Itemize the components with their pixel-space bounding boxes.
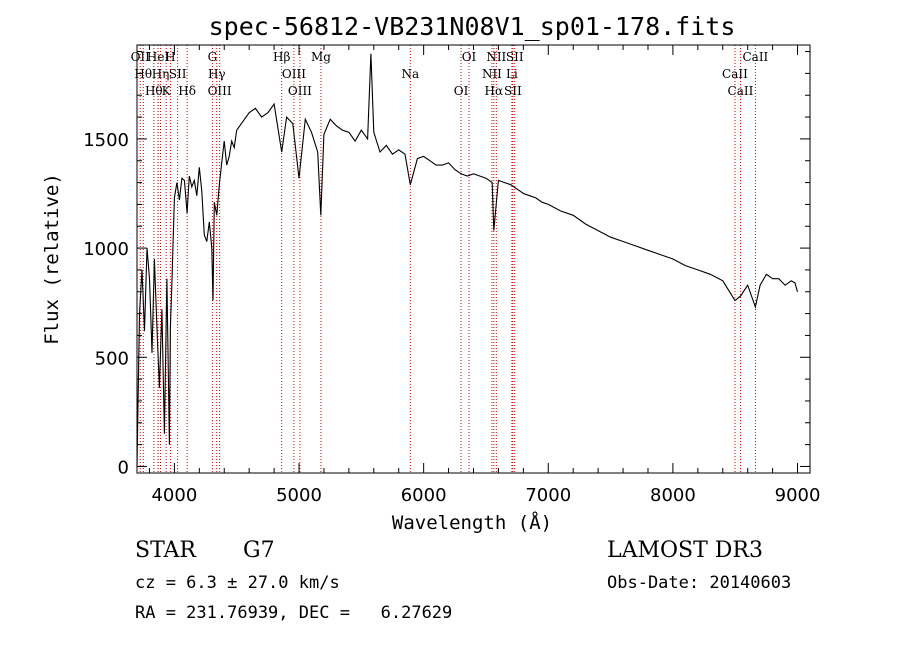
line-label: Hθ xyxy=(145,84,163,98)
y-tick-label: 500 xyxy=(95,348,129,369)
line-label: Hγ xyxy=(208,67,226,81)
line-label: Mg xyxy=(311,50,331,64)
line-label: Hδ xyxy=(178,84,196,98)
x-axis-label: Wavelength (Å) xyxy=(392,511,552,534)
line-label: OII xyxy=(131,50,151,64)
x-tick-label: 9000 xyxy=(775,485,821,506)
survey-name: LAMOST DR3 xyxy=(607,538,763,563)
line-label: Hη xyxy=(152,67,170,81)
line-label: NII xyxy=(482,67,502,81)
redshift-text: cz = 6.3 ± 27.0 km/s xyxy=(135,573,340,593)
line-label: H xyxy=(165,50,175,64)
x-tick-label: 8000 xyxy=(650,485,696,506)
line-label: OIII xyxy=(282,67,306,81)
coordinates-text: RA = 231.76939, DEC = 6.27629 xyxy=(135,603,453,623)
line-label: CaII xyxy=(742,50,768,64)
chart-title: spec-56812-VB231N08V1_sp01-178.fits xyxy=(209,12,736,41)
line-label: Li xyxy=(506,67,518,81)
x-tick-label: 4000 xyxy=(151,485,197,506)
line-label: SII xyxy=(169,67,187,81)
line-label: OIII xyxy=(208,84,232,98)
line-label: OI xyxy=(462,50,477,64)
spectrum-line xyxy=(136,53,799,467)
x-tick-label: 5000 xyxy=(276,485,322,506)
line-label: Hθ xyxy=(134,67,152,81)
line-label: NII xyxy=(486,50,506,64)
line-label: Hβ xyxy=(273,50,290,64)
line-label: Na xyxy=(401,67,419,81)
line-label: G xyxy=(208,50,218,64)
subclass: G7 xyxy=(243,538,275,563)
line-labels: OII Hθ Hθ HeI Hη K H SII Hδ G Hγ OIII Hβ OIII OIII Mg Na… xyxy=(131,50,769,98)
y-axis-label: Flux (relative) xyxy=(41,173,63,345)
line-label: K xyxy=(162,84,172,98)
y-axis-ticks: 0 500 1000 1500 xyxy=(83,51,810,478)
x-axis-ticks: 4000 5000 6000 7000 8000 9000 xyxy=(148,45,821,506)
line-label: OIII xyxy=(288,84,312,98)
plot-frame xyxy=(136,44,811,474)
line-label: HeI xyxy=(147,50,170,64)
y-tick-label: 0 xyxy=(118,457,129,478)
line-label: Hα xyxy=(485,84,504,98)
y-tick-label: 1500 xyxy=(83,130,129,151)
line-label: CaII xyxy=(722,67,748,81)
x-tick-label: 7000 xyxy=(525,485,571,506)
line-label: SII xyxy=(506,50,524,64)
x-tick-label: 6000 xyxy=(401,485,447,506)
line-label: CaII xyxy=(728,84,754,98)
line-label: SII xyxy=(504,84,522,98)
obs-date-text: Obs-Date: 20140603 xyxy=(607,573,792,593)
line-label: OI xyxy=(454,84,469,98)
object-type: STAR xyxy=(135,538,196,563)
y-tick-label: 1000 xyxy=(83,239,129,260)
line-markers xyxy=(139,45,756,473)
